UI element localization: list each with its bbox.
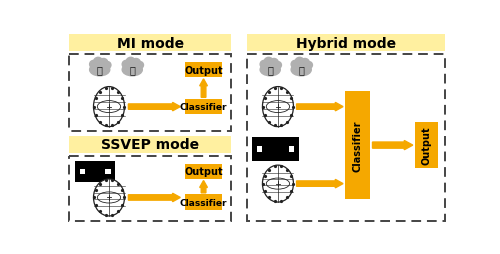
Circle shape — [100, 59, 108, 68]
Ellipse shape — [291, 64, 312, 76]
FancyBboxPatch shape — [247, 55, 444, 221]
FancyBboxPatch shape — [247, 35, 444, 52]
Text: Output: Output — [184, 167, 223, 177]
Ellipse shape — [122, 64, 142, 76]
Circle shape — [90, 61, 98, 69]
Text: ✊: ✊ — [130, 65, 135, 75]
Circle shape — [136, 62, 143, 69]
Circle shape — [306, 62, 312, 69]
FancyBboxPatch shape — [346, 92, 370, 199]
FancyBboxPatch shape — [68, 55, 232, 132]
Circle shape — [295, 58, 304, 67]
FancyBboxPatch shape — [252, 138, 299, 161]
FancyArrow shape — [128, 194, 180, 202]
FancyBboxPatch shape — [80, 169, 85, 174]
FancyBboxPatch shape — [105, 169, 110, 174]
Text: Classifier: Classifier — [180, 198, 228, 207]
FancyBboxPatch shape — [289, 147, 294, 152]
Text: ✊: ✊ — [298, 65, 304, 75]
Text: Classifier: Classifier — [180, 103, 228, 112]
FancyBboxPatch shape — [185, 164, 222, 179]
FancyBboxPatch shape — [257, 147, 262, 152]
Ellipse shape — [90, 64, 110, 76]
FancyBboxPatch shape — [75, 161, 115, 182]
Circle shape — [260, 61, 268, 69]
FancyArrow shape — [128, 103, 180, 112]
FancyBboxPatch shape — [185, 195, 222, 210]
Text: Output: Output — [184, 65, 223, 75]
Text: MI mode: MI mode — [116, 37, 184, 51]
Circle shape — [104, 62, 111, 69]
Text: ✊: ✊ — [97, 65, 102, 75]
Circle shape — [94, 58, 103, 67]
Circle shape — [301, 59, 310, 68]
Text: Classifier: Classifier — [353, 120, 363, 171]
FancyArrow shape — [296, 180, 343, 188]
Circle shape — [122, 61, 130, 69]
Text: Hybrid mode: Hybrid mode — [296, 37, 396, 51]
Text: SSVEP mode: SSVEP mode — [101, 138, 199, 152]
Ellipse shape — [94, 87, 124, 127]
Circle shape — [291, 61, 299, 69]
FancyBboxPatch shape — [68, 136, 232, 153]
FancyArrow shape — [200, 80, 207, 98]
Ellipse shape — [262, 165, 294, 202]
Text: ✊: ✊ — [268, 65, 273, 75]
FancyArrow shape — [372, 141, 413, 150]
FancyBboxPatch shape — [415, 122, 438, 169]
Ellipse shape — [260, 64, 280, 76]
FancyBboxPatch shape — [185, 100, 222, 115]
Circle shape — [132, 59, 140, 68]
Circle shape — [274, 62, 281, 69]
FancyArrow shape — [200, 181, 207, 193]
Ellipse shape — [262, 87, 294, 127]
FancyBboxPatch shape — [68, 156, 232, 221]
FancyBboxPatch shape — [185, 63, 222, 78]
Ellipse shape — [94, 179, 124, 216]
FancyBboxPatch shape — [68, 35, 232, 52]
Text: Output: Output — [422, 126, 432, 165]
FancyArrow shape — [296, 103, 343, 112]
Circle shape — [264, 58, 274, 67]
Circle shape — [270, 59, 278, 68]
Circle shape — [126, 58, 136, 67]
